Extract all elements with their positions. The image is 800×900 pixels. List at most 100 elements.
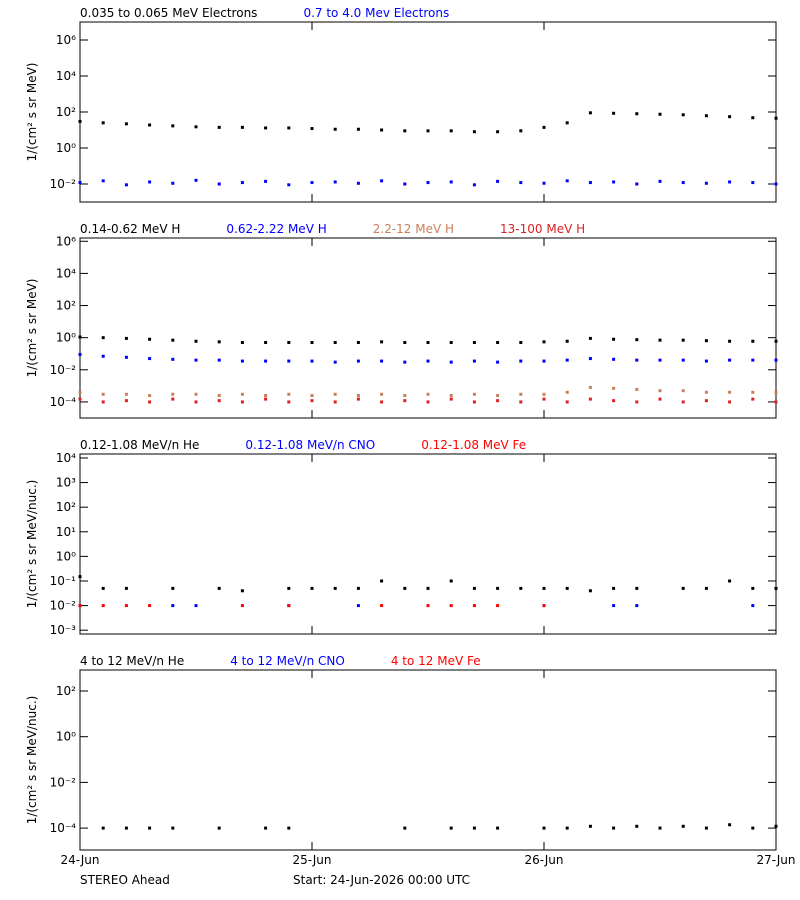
data-point: [472, 400, 476, 404]
data-point: [496, 399, 500, 403]
x-tick-label: 24-Jun: [60, 853, 99, 867]
data-point: [426, 129, 430, 133]
legend-entry: 0.12-1.08 MeV/n He: [80, 438, 199, 452]
data-point: [310, 394, 314, 398]
data-point: [612, 586, 616, 590]
data-point: [542, 586, 546, 590]
plot-frame: [79, 237, 777, 419]
data-point: [774, 116, 778, 120]
data-point: [287, 183, 291, 187]
data-point: [240, 589, 244, 593]
data-point: [124, 392, 128, 396]
data-point: [612, 604, 616, 608]
data-point: [774, 182, 778, 186]
data-point: [496, 394, 500, 398]
data-point: [101, 826, 105, 830]
data-point: [333, 360, 337, 364]
data-point: [78, 397, 82, 401]
data-point: [635, 387, 639, 391]
data-point: [148, 123, 152, 127]
data-point: [774, 390, 778, 394]
data-point: [78, 335, 82, 339]
data-point: [171, 586, 175, 590]
data-point: [148, 394, 152, 398]
data-point: [612, 111, 616, 115]
data-point: [704, 114, 708, 118]
y-tick-label: 10²: [56, 105, 76, 119]
y-tick-label: 10⁻²: [50, 775, 77, 789]
data-point: [380, 604, 384, 608]
data-point: [658, 358, 662, 362]
data-point: [472, 586, 476, 590]
data-point: [333, 127, 337, 131]
data-point: [681, 358, 685, 362]
data-point: [635, 604, 639, 608]
data-point: [124, 604, 128, 608]
data-point: [217, 399, 221, 403]
plot-frame: [79, 669, 777, 851]
data-point: [612, 826, 616, 830]
data-point: [240, 400, 244, 404]
data-point: [728, 390, 732, 394]
data-point: [426, 359, 430, 363]
data-point: [565, 390, 569, 394]
data-point: [356, 397, 360, 401]
data-point: [751, 604, 755, 608]
data-point: [612, 357, 616, 361]
data-point: [449, 394, 453, 398]
data-point: [171, 338, 175, 342]
data-point: [588, 181, 592, 185]
data-point: [681, 181, 685, 185]
data-point: [287, 604, 291, 608]
data-point: [519, 400, 523, 404]
data-point: [472, 183, 476, 187]
y-tick-label: 10¹: [56, 525, 76, 539]
data-point: [171, 604, 175, 608]
y-tick-label: 10⁴: [56, 266, 76, 280]
data-point: [310, 359, 314, 363]
data-point: [565, 121, 569, 125]
data-point: [704, 359, 708, 363]
data-point: [774, 358, 778, 362]
y-tick-label: 10⁶: [56, 33, 76, 47]
x-tick-label: 25-Jun: [292, 853, 331, 867]
y-tick-label: 10⁻²: [50, 177, 77, 191]
data-point: [588, 357, 592, 361]
data-point: [194, 358, 198, 362]
data-point: [542, 397, 546, 401]
data-point: [704, 826, 708, 830]
data-point: [217, 394, 221, 398]
data-point: [264, 179, 268, 183]
legend-entry: 4 to 12 MeV Fe: [391, 654, 481, 668]
y-tick-label: 10⁻⁴: [50, 821, 77, 835]
data-point: [240, 604, 244, 608]
data-point: [635, 400, 639, 404]
data-point: [565, 586, 569, 590]
data-point: [496, 604, 500, 608]
data-point: [542, 604, 546, 608]
data-point: [310, 181, 314, 185]
data-point: [333, 392, 337, 396]
data-point: [496, 360, 500, 364]
y-tick-label: 10⁶: [56, 234, 76, 248]
x-tick-label: 26-Jun: [524, 853, 563, 867]
data-point: [217, 358, 221, 362]
data-point: [658, 338, 662, 342]
plot-frame: [79, 21, 777, 203]
y-tick-label: 10²: [56, 299, 76, 313]
data-point: [751, 826, 755, 830]
data-point: [774, 824, 778, 828]
data-point: [681, 338, 685, 342]
data-point: [728, 400, 732, 404]
data-point: [472, 392, 476, 396]
data-point: [496, 130, 500, 134]
data-point: [751, 397, 755, 401]
data-point: [380, 579, 384, 583]
plot-frame: [79, 453, 777, 635]
y-axis-label: 1/(cm² s sr MeV): [25, 63, 39, 162]
data-point: [519, 341, 523, 345]
data-point: [704, 181, 708, 185]
y-tick-label: 10⁴: [56, 451, 76, 465]
data-point: [496, 586, 500, 590]
data-point: [612, 386, 616, 390]
